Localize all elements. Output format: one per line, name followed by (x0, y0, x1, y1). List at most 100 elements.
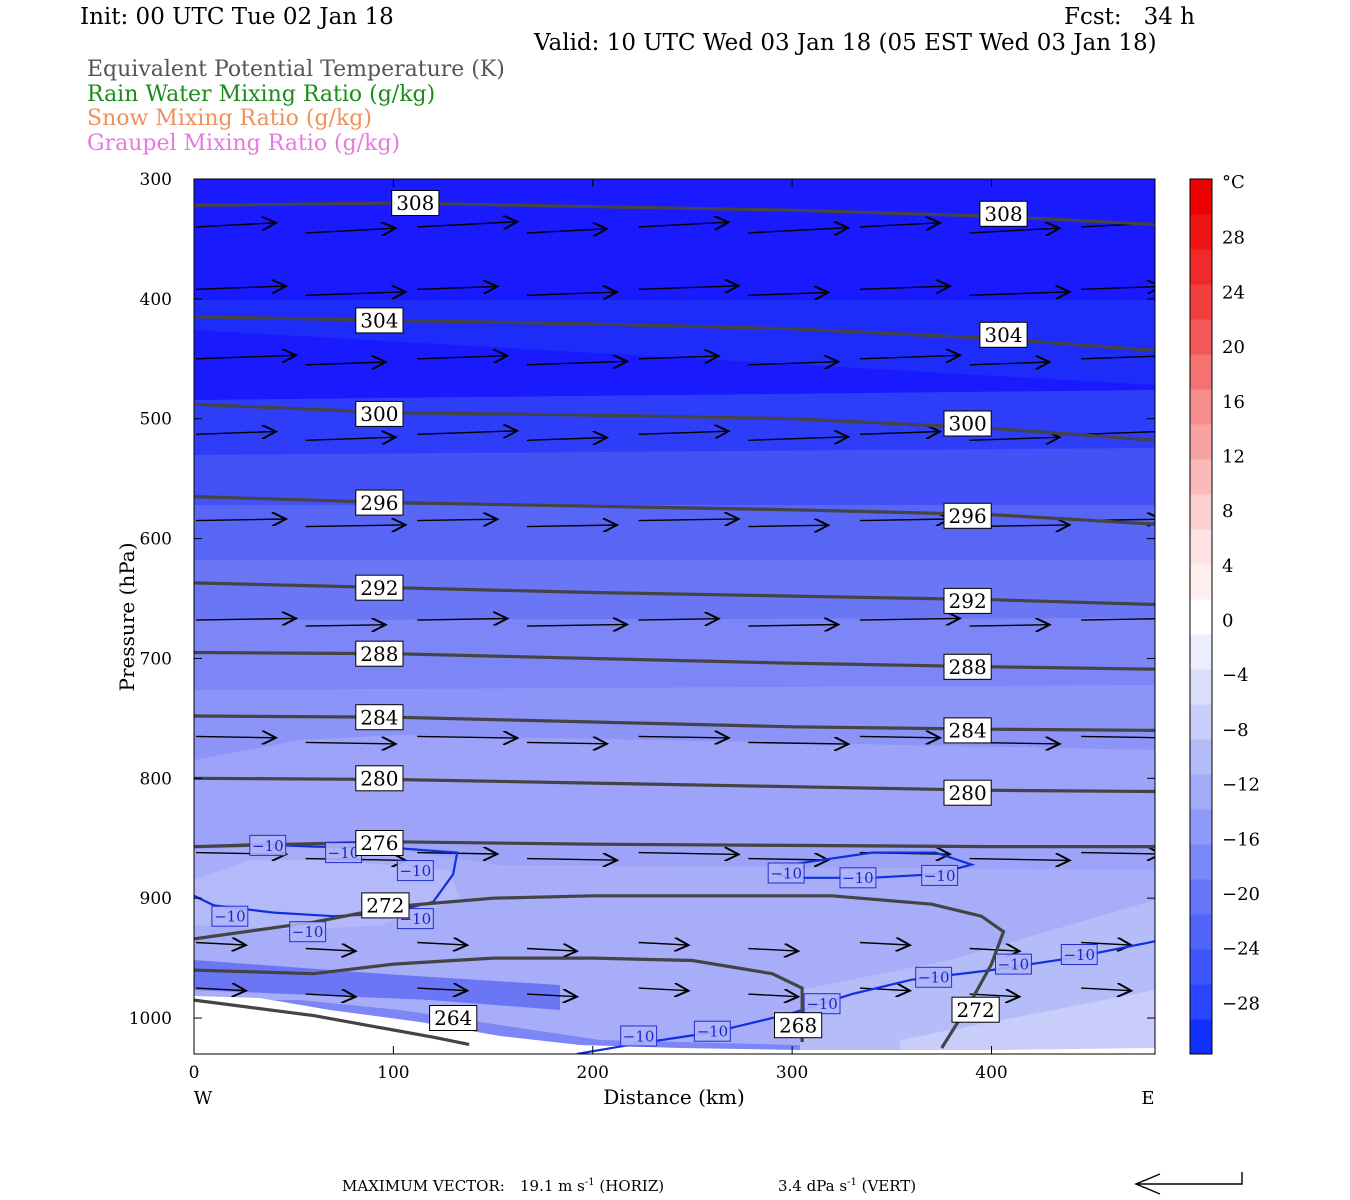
colorbar-swatch (1190, 634, 1212, 670)
wind-vector (417, 943, 467, 946)
legend-rain: Rain Water Mixing Ratio (g/kg) (87, 82, 436, 107)
legend-graupel: Graupel Mixing Ratio (g/kg) (87, 131, 401, 156)
colorbar-swatch (1190, 914, 1212, 950)
x-tick-label: 0 (189, 1063, 200, 1083)
temperature-contour-label-text: −10 (806, 995, 838, 1013)
theta-e-contour-label-text: 308 (396, 191, 434, 215)
colorbar-tick-label: 16 (1222, 392, 1245, 413)
theta-e-contour-label-text: 280 (360, 767, 398, 791)
theta-e-contour-label: 304 (355, 307, 404, 334)
y-axis-label: Pressure (hPa) (115, 543, 139, 692)
wind-vector (748, 949, 798, 952)
wind-vector (195, 432, 276, 435)
wind-vector (305, 437, 396, 440)
wind-vector (748, 228, 848, 233)
colorbar-tick-label: 4 (1222, 556, 1233, 577)
wind-vector (526, 229, 607, 233)
colorbar-tick-label: 8 (1222, 501, 1233, 522)
wind-vector (526, 624, 627, 626)
wind-vector (305, 625, 386, 626)
wind-vector (859, 519, 950, 521)
theta-e-contour (194, 956, 804, 1042)
colorbar-swatch (1190, 599, 1212, 635)
theta-e-contour-label-text: 284 (360, 705, 398, 729)
wind-vector (195, 223, 276, 227)
wind-vector (638, 988, 689, 991)
temperature-contour-label-text: −10 (842, 869, 874, 887)
init-time: Init: 00 UTC Tue 02 Jan 18 (80, 4, 394, 30)
max-vector-title: MAXIMUM VECTOR: (342, 1177, 505, 1195)
theta-e-contour-label-text: 268 (779, 1013, 817, 1037)
colorbar-swatch (1190, 564, 1212, 600)
wind-vector (195, 943, 246, 946)
wind-vector (1081, 735, 1155, 739)
wind-vector (526, 994, 577, 997)
wind-vector (1081, 943, 1131, 946)
y-tick-label: 600 (140, 530, 172, 550)
y-tick-label: 400 (140, 290, 172, 310)
wind-vector (305, 949, 356, 952)
legend-snow: Snow Mixing Ratio (g/kg) (87, 106, 372, 131)
theta-e-contour-label: 308 (391, 190, 440, 216)
theta-e-contour-label: 292 (943, 587, 992, 614)
theta-e-contour-label: 276 (355, 830, 404, 856)
temperature-contour-label: −10 (325, 842, 363, 864)
wind-vector (305, 742, 396, 744)
plot-frame (193, 178, 1156, 1055)
x-tick-label: 300 (776, 1063, 808, 1083)
wind-vector (748, 625, 838, 627)
theta-e-contour-label-text: 264 (434, 1006, 472, 1030)
wind-vector (859, 988, 910, 991)
horiz-exponent: -1 (584, 1177, 595, 1188)
wind-vector (859, 286, 950, 289)
theta-e-contour-label: 300 (943, 410, 992, 437)
y-tick-label: 800 (140, 769, 172, 789)
y-tick-label: 500 (140, 410, 172, 430)
temperature-contour-label: −10 (995, 953, 1032, 975)
theta-e-contour-label-text: 292 (949, 589, 987, 613)
wind-vector (417, 431, 517, 435)
theta-e-contour-label-text: 284 (949, 719, 987, 743)
wind-vector (638, 519, 739, 521)
wind-vector (417, 287, 497, 290)
wind-vector (526, 361, 627, 365)
temperature-contour-label-text: −10 (623, 1027, 655, 1045)
wind-vector (195, 286, 286, 289)
wind-vector (748, 293, 828, 296)
colorbar-tick-label: 12 (1222, 446, 1245, 467)
colorbar-swatch (1190, 879, 1212, 915)
colorbar-swatch (1190, 809, 1212, 845)
x-tick-label: 400 (975, 1063, 1007, 1083)
y-tick-label: 300 (140, 170, 172, 190)
x-tick-label: 100 (377, 1063, 409, 1083)
wind-vector (638, 853, 739, 855)
colorbar-swatch (1190, 249, 1212, 285)
wind-vector (1081, 988, 1131, 991)
theta-e-contour-label-text: 276 (360, 831, 398, 855)
temperature-contour (194, 843, 459, 918)
horiz-value: 19.1 m s (520, 1177, 585, 1195)
colorbar-tick-label: 20 (1222, 337, 1245, 358)
theta-e-contour-label-text: 272 (366, 894, 404, 918)
temperature-contour-label-text: −10 (399, 862, 431, 880)
wind-vector (969, 859, 1070, 861)
colorbar-swatch (1190, 179, 1212, 215)
colorbar-tick-label: 28 (1222, 228, 1245, 249)
colorbar-swatch (1190, 459, 1212, 495)
wind-vector (638, 943, 689, 946)
colorbar-swatch (1190, 739, 1212, 775)
temperature-contour-label-text: −10 (292, 923, 324, 941)
wind-vector (305, 292, 406, 296)
theta-e-contour-label-text: 272 (957, 998, 995, 1022)
colorbar-tick-label: −20 (1222, 884, 1260, 905)
temperature-contour-label-text: −10 (770, 864, 802, 882)
colorbar-tick-label: 24 (1222, 282, 1245, 303)
colorbar-tick-label: −24 (1222, 939, 1260, 960)
wind-vector (748, 437, 848, 441)
colorbar-tick-label: −4 (1222, 665, 1249, 686)
west-label: W (194, 1088, 213, 1109)
theta-e-contour-label: 264 (429, 1005, 478, 1031)
wind-vector (638, 222, 729, 227)
theta-e-contour-label: 296 (355, 489, 404, 516)
